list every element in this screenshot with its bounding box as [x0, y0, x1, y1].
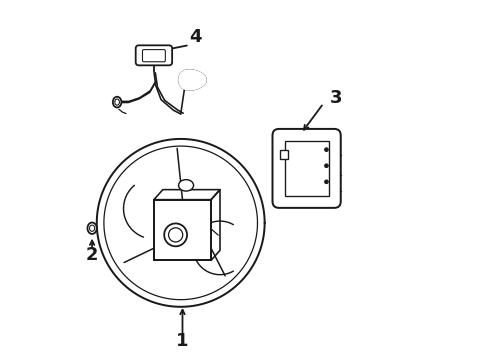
Circle shape — [164, 224, 187, 246]
Ellipse shape — [115, 99, 120, 105]
FancyBboxPatch shape — [272, 129, 341, 208]
Ellipse shape — [113, 97, 122, 108]
Ellipse shape — [90, 225, 95, 231]
Ellipse shape — [178, 180, 194, 191]
Text: 1: 1 — [176, 333, 189, 351]
Text: 2: 2 — [86, 246, 98, 264]
Circle shape — [325, 148, 328, 152]
Text: 3: 3 — [330, 89, 343, 107]
Bar — [285, 141, 329, 196]
Ellipse shape — [88, 222, 97, 234]
Text: 4: 4 — [189, 28, 201, 46]
Circle shape — [325, 164, 328, 167]
FancyBboxPatch shape — [136, 45, 172, 65]
Circle shape — [169, 228, 183, 242]
Circle shape — [325, 180, 328, 184]
FancyBboxPatch shape — [143, 50, 165, 62]
Bar — [154, 200, 211, 260]
Polygon shape — [184, 75, 198, 85]
Bar — [280, 150, 288, 158]
Polygon shape — [179, 70, 206, 90]
